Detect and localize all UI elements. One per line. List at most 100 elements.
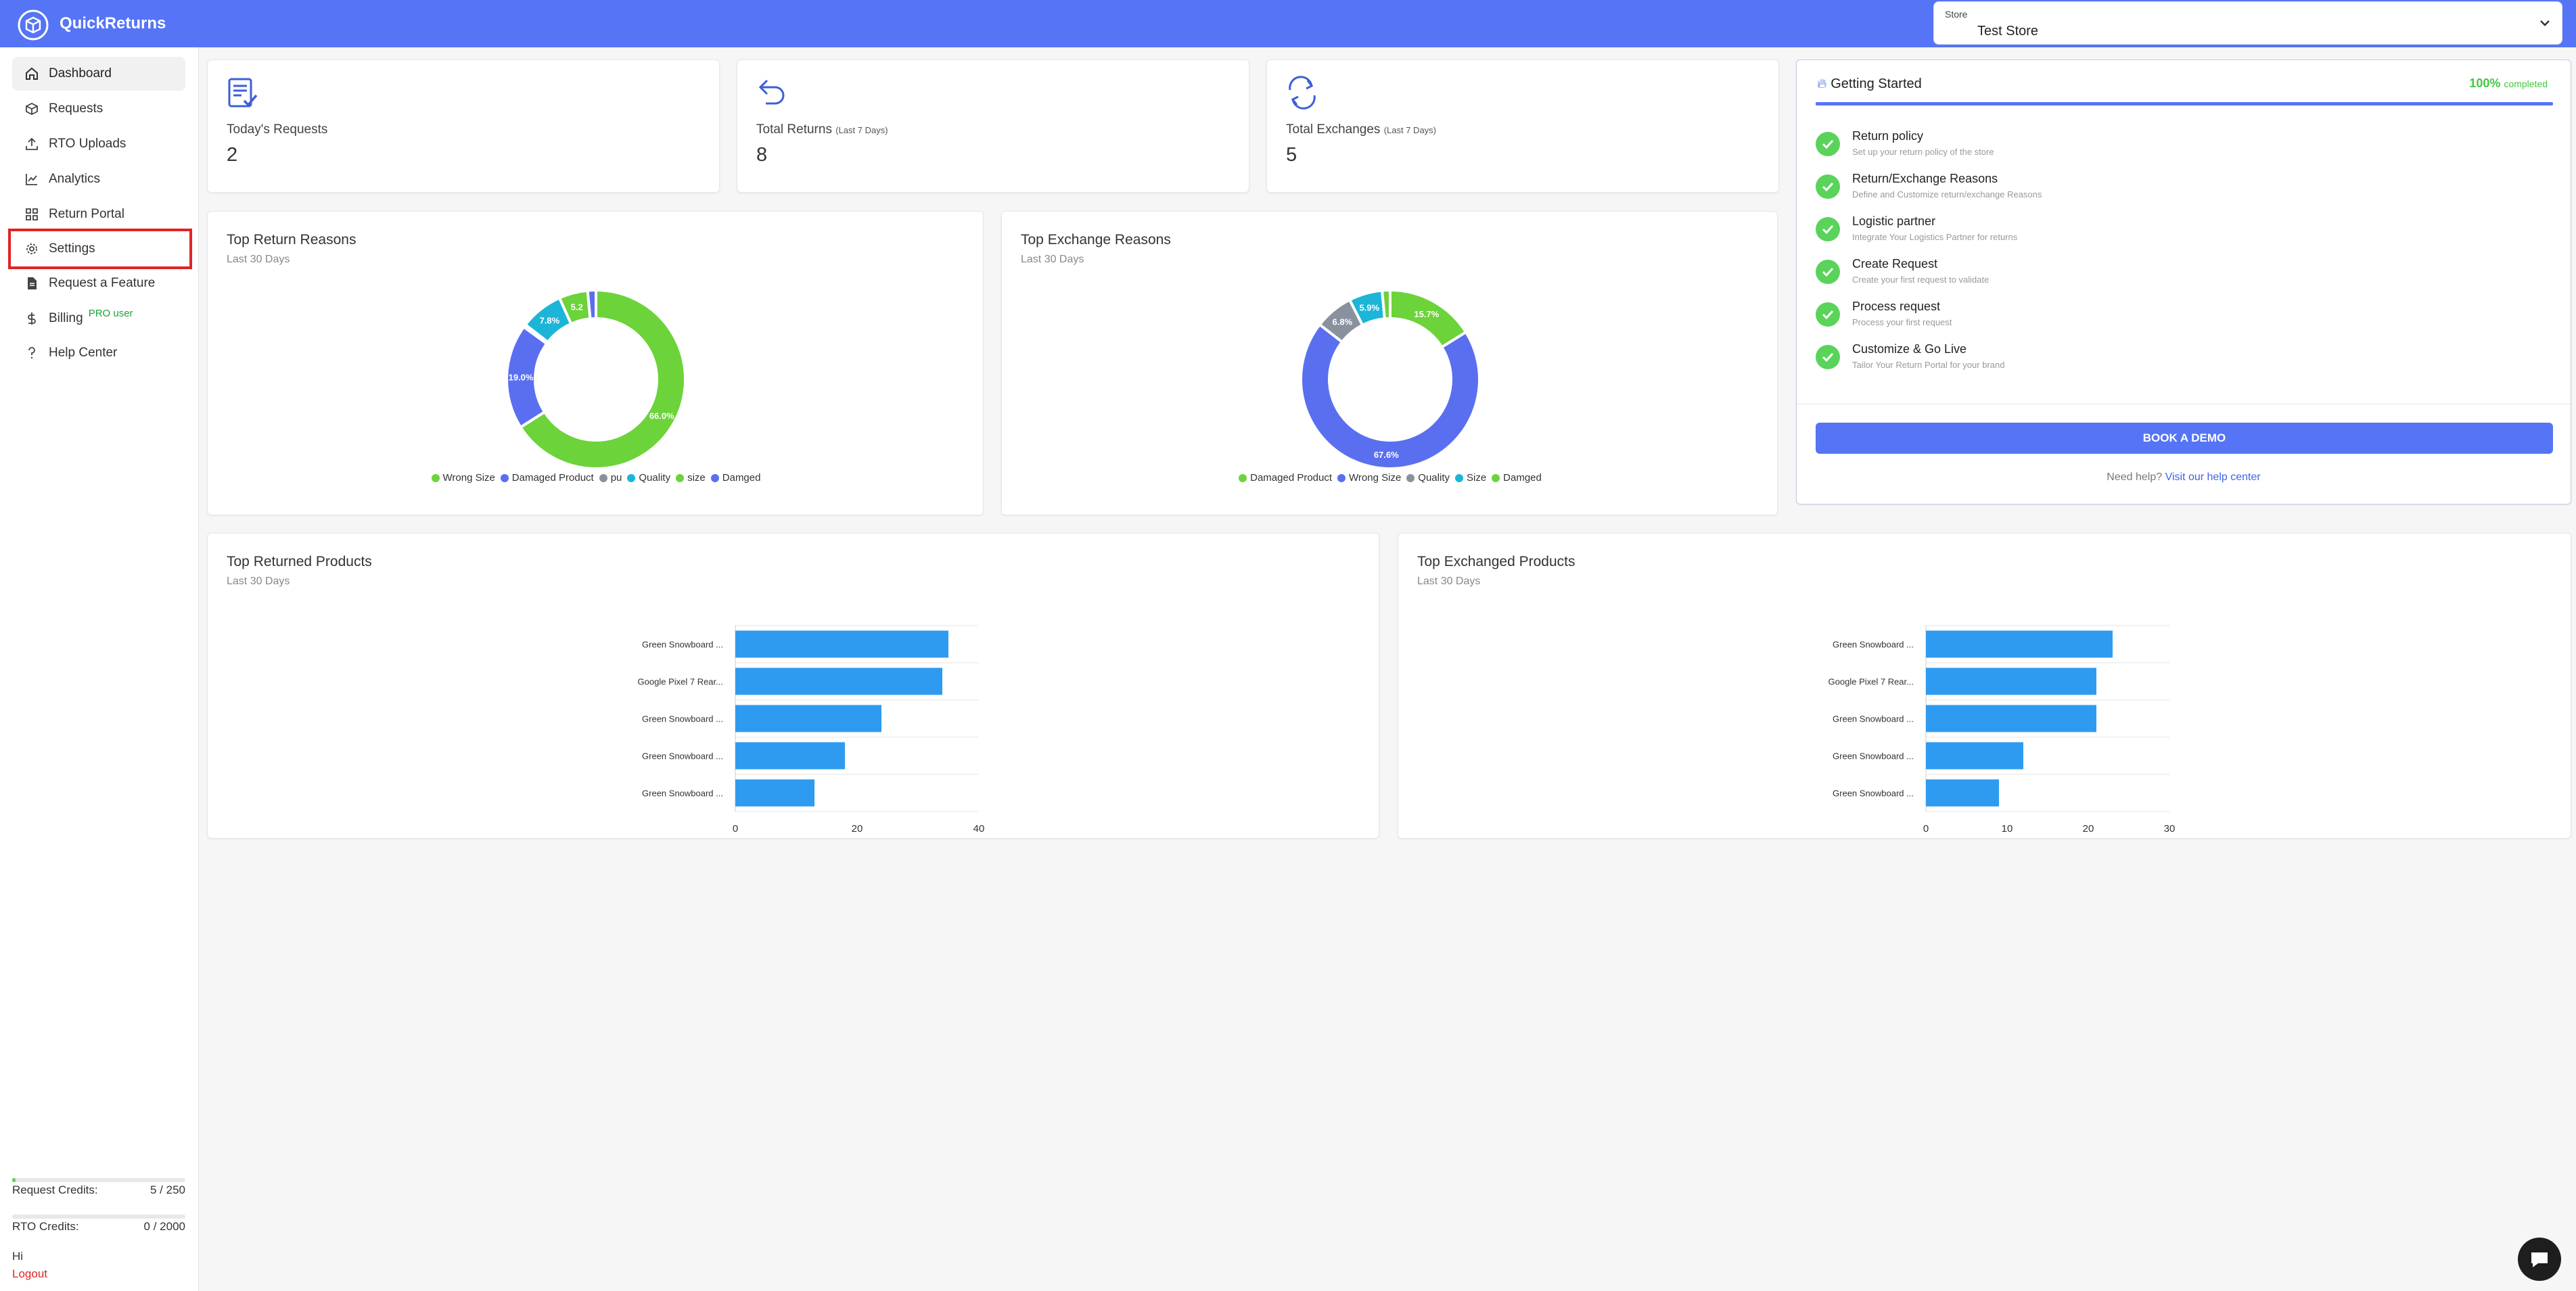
bar[interactable] xyxy=(1926,667,2096,695)
pro-user-badge: PRO user xyxy=(88,307,133,319)
bar[interactable] xyxy=(1926,779,1999,807)
legend-label: Size xyxy=(1466,472,1487,484)
sidebar-item-dashboard[interactable]: Dashboard xyxy=(12,57,185,91)
help-center-link[interactable]: Visit our help center xyxy=(2165,471,2261,483)
sidebar-item-help-center[interactable]: Help Center xyxy=(12,336,185,370)
sidebar-item-billing[interactable]: Billing PRO user xyxy=(12,302,185,335)
sidebar-item-settings[interactable]: Settings xyxy=(12,232,185,266)
chart-line-icon xyxy=(26,174,37,185)
stat-value: 2 xyxy=(227,144,238,166)
legend-item[interactable]: size xyxy=(676,471,706,485)
bar[interactable] xyxy=(1926,705,2096,732)
donut-slice[interactable] xyxy=(518,288,687,470)
getting-started-progress-bar xyxy=(1816,102,2553,105)
document-icon xyxy=(28,277,37,289)
step-title: Logistic partner xyxy=(1852,214,1936,228)
step-title: Return policy xyxy=(1852,129,1924,143)
bar[interactable] xyxy=(735,667,942,695)
chevron-down-icon xyxy=(2540,20,2550,26)
bar-category-label: Green Snowboard ... xyxy=(642,640,723,650)
request-credits-label: Request Credits: xyxy=(12,1183,98,1196)
sidebar-item-request-feature[interactable]: Request a Feature xyxy=(12,266,185,300)
logout-link[interactable]: Logout xyxy=(12,1267,47,1280)
legend-label: pu xyxy=(610,472,622,484)
getting-started-step[interactable]: Return/Exchange Reasons Define and Custom… xyxy=(1816,169,2492,203)
bar-category-label: Green Snowboard ... xyxy=(1833,640,1914,650)
legend-item[interactable]: Quality xyxy=(627,471,670,485)
legend-label: Damged xyxy=(722,472,761,484)
slice-label: 7.8% xyxy=(540,316,560,326)
sidebar-item-label: Dashboard xyxy=(49,66,112,80)
flame-icon: 🔥︎ xyxy=(1817,76,1827,91)
sidebar-item-label: Settings xyxy=(49,241,95,256)
sidebar-item-label: Billing xyxy=(49,311,83,325)
legend-label: Damaged Product xyxy=(511,472,594,484)
bar[interactable] xyxy=(1926,630,2113,658)
x-tick-label: 30 xyxy=(2164,823,2176,835)
top-return-reasons-card: Top Return Reasons Last 30 Days 66.0% 19.… xyxy=(207,211,984,515)
percent-value: 100% xyxy=(2469,76,2501,90)
x-tick-label: 40 xyxy=(973,823,985,835)
legend-label: size xyxy=(687,472,706,484)
legend-item[interactable]: Damged xyxy=(710,471,761,485)
getting-started-card: 🔥︎ Getting Started 100% completed Return… xyxy=(1796,60,2571,504)
legend-item[interactable]: Damaged Product xyxy=(1239,471,1332,485)
store-select[interactable]: Store Test Store xyxy=(1933,1,2562,45)
bar-category-label: Green Snowboard ... xyxy=(642,751,723,761)
sidebar-item-analytics[interactable]: Analytics xyxy=(12,162,185,196)
question-icon xyxy=(28,347,35,359)
getting-started-step[interactable]: Logistic partner Integrate Your Logistics… xyxy=(1816,212,2492,245)
stat-label-text: Total Returns xyxy=(756,122,832,137)
slice-label: 19.0% xyxy=(509,373,534,383)
legend-dot xyxy=(1337,474,1346,482)
legend-dot xyxy=(627,474,636,482)
check-circle-icon xyxy=(1816,217,1840,241)
donut-slice[interactable] xyxy=(586,288,597,321)
chart-title: Top Exchange Reasons xyxy=(1021,232,1171,248)
bar-category-label: Google Pixel 7 Rear... xyxy=(1828,677,1914,687)
x-tick-label: 20 xyxy=(852,823,863,835)
legend-item[interactable]: Wrong Size xyxy=(1337,471,1401,485)
step-description: Set up your return policy of the store xyxy=(1852,147,1994,157)
x-tick-label: 10 xyxy=(2002,823,2013,835)
step-title: Process request xyxy=(1852,300,1941,313)
stat-card-total-returns: Total Returns (Last 7 Days) 8 xyxy=(737,60,1249,193)
legend-dot xyxy=(710,474,719,482)
getting-started-step[interactable]: Customize & Go Live Tailor Your Return Po… xyxy=(1816,339,2492,373)
getting-started-step[interactable]: Create Request Create your first request … xyxy=(1816,254,2492,288)
app-title[interactable]: QuickReturns xyxy=(60,14,166,32)
sidebar-item-label: Return Portal xyxy=(49,207,124,221)
legend-item[interactable]: Damged xyxy=(1492,471,1542,485)
request-credits-bar xyxy=(12,1178,185,1182)
legend-item[interactable]: pu xyxy=(599,471,622,485)
bar[interactable] xyxy=(735,779,814,807)
top-bar: QuickReturns Store Test Store xyxy=(0,0,2576,47)
bar[interactable] xyxy=(735,630,948,658)
legend-item[interactable]: Wrong Size xyxy=(431,471,495,485)
sidebar-item-label: Help Center xyxy=(49,346,118,360)
getting-started-step[interactable]: Return policy Set up your return policy o… xyxy=(1816,126,2492,160)
bar[interactable] xyxy=(1926,742,2023,770)
chat-button[interactable] xyxy=(2518,1238,2561,1281)
bar-category-label: Green Snowboard ... xyxy=(1833,789,1914,799)
sidebar-item-rto-uploads[interactable]: RTO Uploads xyxy=(12,127,185,161)
sidebar-item-label: Request a Feature xyxy=(49,276,156,290)
chat-bubble-icon xyxy=(2531,1252,2548,1267)
slice-label: 5.2 xyxy=(571,302,583,312)
legend-item[interactable]: Quality xyxy=(1406,471,1450,485)
rto-credits-value: 0 / 2000 xyxy=(143,1220,185,1233)
donut-slice[interactable] xyxy=(1300,323,1481,470)
book-demo-button[interactable]: BOOK A DEMO xyxy=(1816,423,2553,454)
sidebar-item-return-portal[interactable]: Return Portal xyxy=(12,197,185,231)
getting-started-step[interactable]: Process request Process your first reques… xyxy=(1816,297,2492,331)
user-greeting: Hi xyxy=(12,1250,24,1263)
donut-slice[interactable] xyxy=(1380,288,1392,321)
bar[interactable] xyxy=(735,705,881,732)
bar[interactable] xyxy=(735,742,845,770)
legend-item[interactable]: Damaged Product xyxy=(500,471,594,485)
stat-label: Total Exchanges (Last 7 Days) xyxy=(1286,122,1436,137)
bar-category-label: Green Snowboard ... xyxy=(1833,714,1914,724)
sidebar-item-requests[interactable]: Requests xyxy=(12,92,185,126)
gear-icon xyxy=(26,243,37,254)
legend-item[interactable]: Size xyxy=(1454,471,1487,485)
